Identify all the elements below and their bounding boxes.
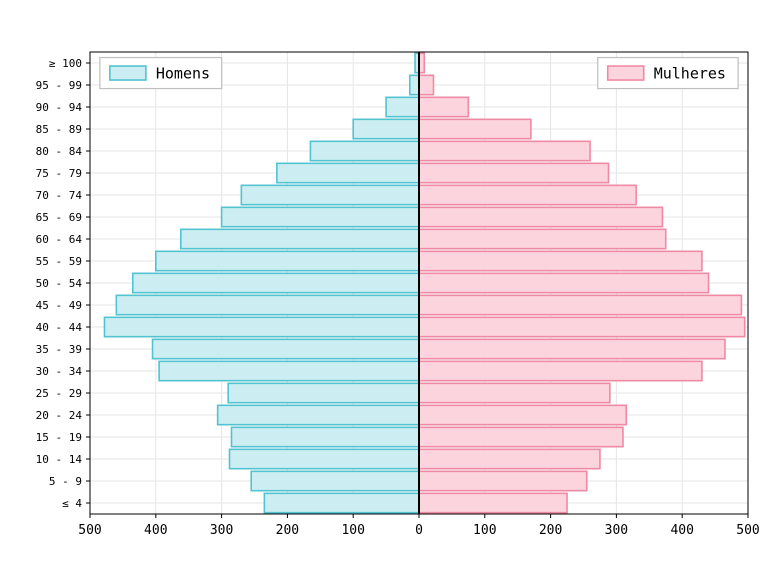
- y-category-label: 40 - 44: [36, 321, 83, 334]
- x-tick-label: 100: [341, 523, 364, 538]
- bar-homens: [277, 163, 419, 182]
- y-category-label: ≤ 4: [62, 497, 82, 510]
- y-category-label: ≥ 100: [49, 57, 82, 70]
- legend-swatch: [110, 66, 146, 80]
- x-tick-label: 300: [605, 523, 628, 538]
- y-category-label: 5 - 9: [49, 475, 82, 488]
- y-category-label: 60 - 64: [36, 233, 83, 246]
- y-category-label: 65 - 69: [36, 211, 82, 224]
- y-category-label: 80 - 84: [36, 145, 83, 158]
- bar-homens: [116, 295, 419, 314]
- bar-mulheres: [419, 185, 636, 204]
- bar-homens: [231, 427, 419, 446]
- legend-homens: Homens: [100, 58, 222, 89]
- bar-mulheres: [419, 339, 725, 358]
- y-category-label: 20 - 24: [36, 409, 83, 422]
- bar-homens: [133, 273, 419, 292]
- bar-mulheres: [419, 317, 745, 336]
- x-tick-label: 200: [539, 523, 562, 538]
- bar-mulheres: [419, 383, 610, 402]
- y-category-label: 25 - 29: [36, 387, 82, 400]
- y-category-label: 45 - 49: [36, 299, 82, 312]
- bar-homens: [353, 119, 419, 138]
- y-category-label: 50 - 54: [36, 277, 83, 290]
- y-category-label: 85 - 89: [36, 123, 82, 136]
- x-tick-label: 0: [415, 523, 423, 538]
- bar-homens: [228, 383, 419, 402]
- bar-mulheres: [419, 207, 662, 226]
- bar-mulheres: [419, 471, 587, 490]
- bar-homens: [153, 339, 419, 358]
- legend-label: Mulheres: [654, 64, 726, 82]
- y-category-label: 55 - 59: [36, 255, 82, 268]
- bar-mulheres: [419, 75, 433, 94]
- bar-mulheres: [419, 97, 468, 116]
- bar-homens: [229, 449, 419, 468]
- bar-homens: [241, 185, 419, 204]
- bar-homens: [222, 207, 419, 226]
- bar-homens: [159, 361, 419, 380]
- bar-mulheres: [419, 449, 600, 468]
- bar-mulheres: [419, 163, 609, 182]
- bar-mulheres: [419, 361, 702, 380]
- y-category-label: 70 - 74: [36, 189, 83, 202]
- population-pyramid-chart: 500 400 300 200 100 0 100 200 300 400 500 ≤ 4 5 - 9 1…: [0, 0, 768, 576]
- bar-homens: [181, 229, 419, 248]
- x-tick-label: 300: [210, 523, 233, 538]
- legend-mulheres: Mulheres: [598, 58, 738, 89]
- bar-homens: [264, 493, 419, 512]
- bar-mulheres: [419, 493, 567, 512]
- bar-mulheres: [419, 229, 666, 248]
- bar-homens: [104, 317, 419, 336]
- x-tick-label: 500: [736, 523, 759, 538]
- y-category-label: 30 - 34: [36, 365, 83, 378]
- bar-homens: [218, 405, 419, 424]
- bar-homens: [310, 141, 419, 160]
- y-category-label: 15 - 19: [36, 431, 82, 444]
- y-category-label: 90 - 94: [36, 101, 83, 114]
- legend-label: Homens: [156, 64, 210, 82]
- x-tick-label: 400: [670, 523, 693, 538]
- y-category-label: 35 - 39: [36, 343, 82, 356]
- bar-mulheres: [419, 405, 626, 424]
- bar-mulheres: [419, 119, 531, 138]
- bar-mulheres: [419, 141, 590, 160]
- bar-homens: [156, 251, 419, 270]
- y-category-label: 95 - 99: [36, 79, 82, 92]
- y-category-label: 75 - 79: [36, 167, 82, 180]
- bar-mulheres: [419, 273, 709, 292]
- x-tick-label: 400: [144, 523, 167, 538]
- x-tick-label: 200: [276, 523, 299, 538]
- bar-mulheres: [419, 295, 741, 314]
- x-tick-label: 500: [78, 523, 101, 538]
- y-category-label: 10 - 14: [36, 453, 83, 466]
- legend-swatch: [608, 66, 644, 80]
- bar-homens: [410, 75, 419, 94]
- bar-homens: [386, 97, 419, 116]
- bar-homens: [251, 471, 419, 490]
- x-tick-label: 100: [473, 523, 496, 538]
- bar-mulheres: [419, 251, 702, 270]
- bar-mulheres: [419, 427, 623, 446]
